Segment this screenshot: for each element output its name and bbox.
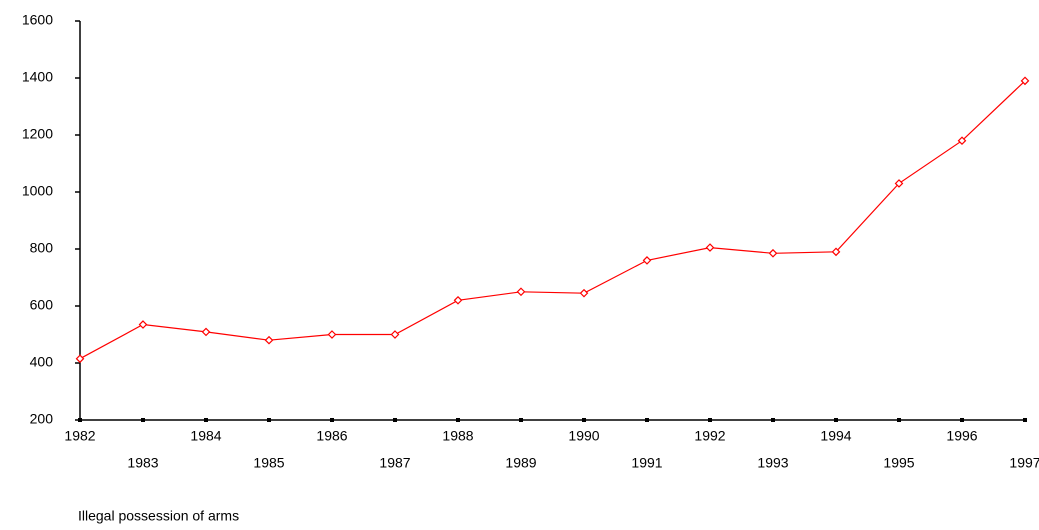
marker: [957, 136, 967, 146]
y-tick-label: 400: [30, 354, 54, 370]
line: [79, 80, 1026, 360]
marker: [138, 320, 148, 329]
x-tick-label: 1992: [694, 428, 725, 444]
x-tick-label: 1997: [1009, 455, 1039, 471]
x-tick-label: 1984: [190, 428, 221, 444]
x-tick: [78, 418, 82, 422]
x-tick-label: 1982: [64, 428, 95, 444]
x-tick: [204, 418, 208, 422]
x-tick-label: 1988: [442, 428, 473, 444]
y-tick-label: 800: [30, 240, 54, 256]
x-tick: [960, 418, 964, 422]
marker: [768, 248, 778, 258]
x-tick-label: 1991: [631, 455, 662, 471]
x-tick: [519, 418, 523, 422]
x-tick: [1023, 418, 1027, 422]
x-tick-label: 1987: [379, 455, 410, 471]
y-tick-label: 200: [30, 411, 54, 427]
marker: [390, 330, 400, 339]
marker: [453, 295, 463, 305]
marker: [327, 330, 337, 339]
x-tick: [393, 418, 397, 422]
marker: [201, 327, 211, 337]
x-tick-label: 1995: [883, 455, 914, 471]
y-tick-label: 1200: [22, 126, 53, 142]
x-tick-label: 1983: [127, 455, 158, 471]
x-tick: [582, 418, 586, 422]
x-tick-label: 1989: [505, 455, 536, 471]
x-tick-label: 1985: [253, 455, 284, 471]
x-tick: [267, 418, 271, 422]
x-tick: [708, 418, 712, 422]
x-tick-label: 1996: [946, 428, 977, 444]
x-tick-label: 1986: [316, 428, 347, 444]
marker: [75, 354, 85, 364]
y-tick-label: 1000: [22, 183, 53, 199]
marker: [642, 256, 652, 265]
y-tick-label: 1600: [22, 12, 53, 28]
marker: [264, 335, 274, 345]
x-tick: [645, 418, 649, 422]
y-tick-label: 600: [30, 297, 54, 313]
x-tick-label: 1994: [820, 428, 851, 444]
x-tick: [897, 418, 901, 422]
marker: [705, 243, 715, 252]
chart-title: Illegal possession of arms: [78, 508, 239, 524]
marker: [579, 288, 589, 298]
x-tick: [330, 418, 334, 422]
x-tick: [141, 418, 145, 422]
x-tick-label: 1990: [568, 428, 599, 444]
marker: [831, 247, 841, 257]
marker: [516, 287, 526, 297]
y-tick-label: 1400: [22, 69, 53, 85]
marker: [1020, 76, 1030, 86]
x-tick-label: 1993: [757, 455, 788, 471]
x-tick: [834, 418, 838, 422]
marker: [894, 179, 904, 188]
x-tick: [771, 418, 775, 422]
x-tick: [456, 418, 460, 422]
